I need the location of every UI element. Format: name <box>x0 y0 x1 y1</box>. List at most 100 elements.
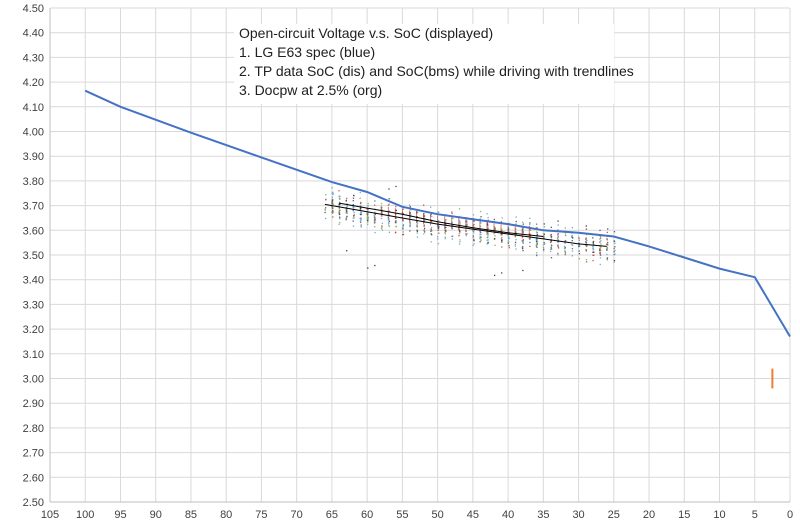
scatter-point <box>409 206 411 208</box>
scatter-point <box>366 212 368 214</box>
x-tick-label: 50 <box>431 509 443 521</box>
scatter-point <box>374 211 376 213</box>
scatter-point <box>466 221 468 223</box>
scatter-point <box>557 241 560 243</box>
chart-title-line-3: 2. TP data SoC (dis) and SoC(bms) while … <box>239 63 634 79</box>
scatter-point <box>585 245 588 247</box>
scatter-point <box>508 245 510 247</box>
scatter-point <box>359 191 361 194</box>
scatter-point <box>416 220 418 222</box>
scatter-point <box>529 245 531 248</box>
scatter-point <box>585 241 587 243</box>
scatter-point <box>486 227 489 229</box>
scatter-point <box>585 244 587 247</box>
scatter-point <box>599 257 602 259</box>
scatter-point <box>487 216 489 219</box>
scatter-point <box>359 221 362 223</box>
scatter-point <box>459 223 461 225</box>
scatter-point <box>486 233 488 235</box>
chart-title-line-4: 3. Docpw at 2.5% (org) <box>239 82 383 98</box>
scatter-point <box>557 254 559 256</box>
x-tick-label: 30 <box>572 509 584 521</box>
scatter-point <box>423 229 425 231</box>
scatter-point <box>522 242 524 245</box>
scatter-point <box>437 211 439 213</box>
scatter-point <box>388 224 390 226</box>
scatter-point <box>480 236 482 238</box>
x-tick-label: 95 <box>114 509 126 521</box>
scatter-point <box>367 209 369 211</box>
scatter-point <box>556 237 559 239</box>
scatter-point <box>458 225 460 228</box>
scatter-point <box>395 209 398 212</box>
scatter-point <box>360 201 362 204</box>
scatter-point <box>522 247 524 250</box>
scatter-point <box>451 211 453 213</box>
scatter-point <box>339 217 341 220</box>
scatter-point <box>514 241 517 244</box>
x-tick-label: 35 <box>537 509 549 521</box>
scatter-point <box>550 233 552 236</box>
scatter-point <box>606 247 609 249</box>
scatter-point <box>360 202 362 205</box>
scatter-point <box>599 247 601 249</box>
scatter-point <box>473 243 475 245</box>
scatter-point <box>522 231 524 234</box>
scatter-point <box>606 248 608 250</box>
scatter-point <box>487 231 489 233</box>
scatter-point <box>424 231 426 233</box>
scatter-point <box>564 227 567 229</box>
scatter-point <box>578 245 581 247</box>
scatter-point <box>514 243 517 245</box>
scatter-point <box>578 250 580 252</box>
scatter-point <box>536 244 538 246</box>
scatter-point <box>592 237 594 239</box>
scatter-point <box>353 215 355 217</box>
scatter-point <box>458 219 461 222</box>
scatter-point <box>494 274 496 277</box>
scatter-point <box>600 243 602 245</box>
x-tick-label: 10 <box>713 509 725 521</box>
scatter-point <box>508 241 510 243</box>
scatter-point <box>338 201 341 204</box>
y-tick-label: 3.70 <box>23 201 44 213</box>
scatter-point <box>331 192 333 194</box>
scatter-point <box>472 244 474 247</box>
scatter-point <box>564 242 566 245</box>
scatter-point <box>465 230 467 232</box>
scatter-point <box>585 237 587 239</box>
scatter-point <box>332 207 334 209</box>
scatter-point <box>599 253 602 255</box>
x-tick-label: 20 <box>643 509 655 521</box>
scatter-point <box>359 218 362 220</box>
scatter-point <box>331 200 333 202</box>
x-tick-labels: 105 100 95 90 85 80 75 70 65 60 55 50 45 40 35 30 25 20 15… <box>41 509 793 521</box>
scatter-point <box>437 227 439 229</box>
scatter-point <box>578 258 580 260</box>
scatter-point <box>480 222 482 224</box>
scatter-point <box>479 228 482 231</box>
scatter-point <box>409 230 411 232</box>
scatter-point <box>367 221 369 223</box>
y-tick-label: 3.00 <box>23 374 44 386</box>
scatter-point <box>494 237 496 240</box>
scatter-point <box>332 216 334 218</box>
scatter-point <box>445 230 447 233</box>
scatter-point <box>550 257 553 259</box>
scatter-point <box>431 215 433 218</box>
scatter-point <box>345 208 347 210</box>
scatter-point <box>578 245 581 248</box>
scatter-point <box>346 210 348 212</box>
scatter-point <box>487 239 489 241</box>
scatter-point <box>338 213 341 216</box>
scatter-point <box>423 233 425 235</box>
scatter-point <box>536 234 539 236</box>
scatter-point <box>353 214 355 216</box>
scatter-point <box>557 220 559 222</box>
scatter-point <box>472 214 475 216</box>
scatter-point <box>332 210 334 212</box>
scatter-point <box>388 225 391 227</box>
scatter-point <box>514 245 517 247</box>
scatter-point <box>416 225 418 228</box>
scatter-point <box>423 227 426 230</box>
